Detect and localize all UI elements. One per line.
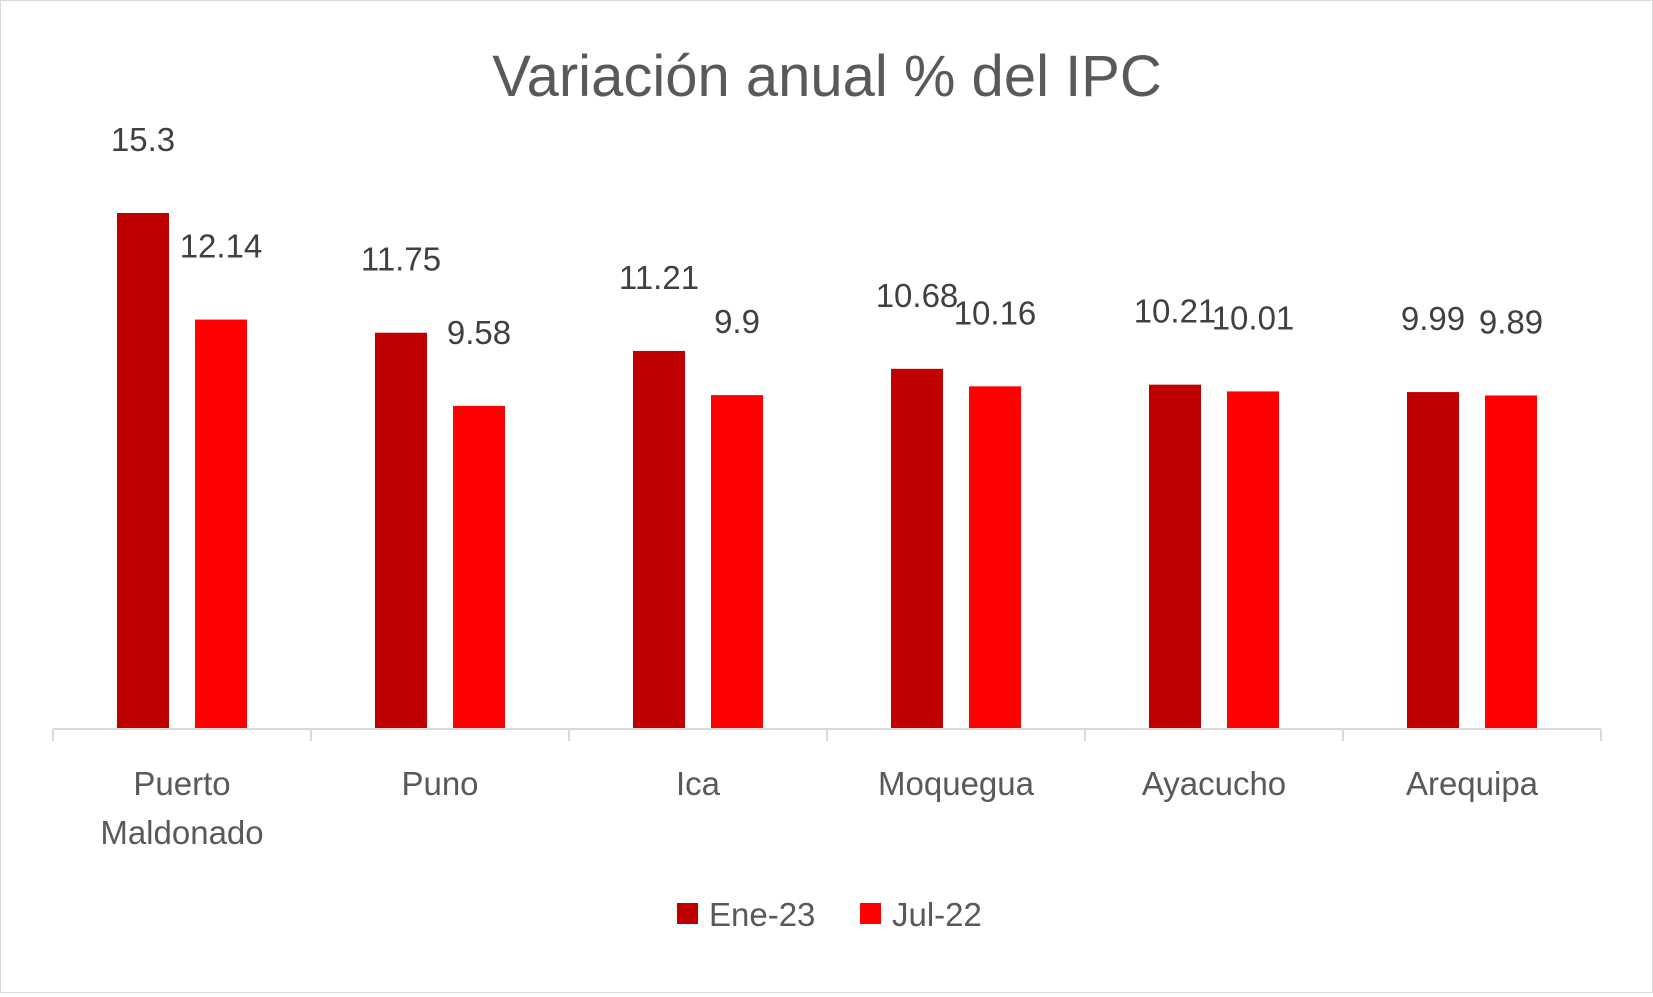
bar-ene-23-3: [891, 368, 943, 729]
data-label: 15.3: [111, 121, 175, 158]
data-label: 11.21: [619, 259, 699, 296]
bar-jul-22-4: [1227, 391, 1279, 729]
bar-jul-22-5: [1485, 395, 1537, 729]
bar-ene-23-0: [117, 213, 169, 729]
data-label: 9.9: [714, 303, 760, 340]
data-label: 10.01: [1212, 299, 1295, 336]
x-tick-label: Ayacucho: [1142, 765, 1286, 802]
bar-ene-23-1: [375, 332, 427, 729]
bar-ene-23-5: [1407, 392, 1459, 729]
chart-title: Variación anual % del IPC: [492, 44, 1162, 109]
x-tick-label: Moquegua: [878, 765, 1035, 802]
bar-ene-23-4: [1149, 384, 1201, 729]
data-label: 10.21: [1134, 293, 1217, 330]
x-tick-label: Arequipa: [1406, 765, 1539, 802]
bar-jul-22-1: [453, 405, 505, 729]
x-axis: Puerto Maldonado Puno Ica Moquegua Ayacucho Ar…: [52, 728, 1602, 851]
data-label: 10.68: [876, 277, 959, 314]
bar-jul-22-2: [711, 395, 763, 729]
data-label: 11.75: [361, 241, 441, 278]
x-tick-label: Puno: [401, 765, 478, 802]
data-label: 9.89: [1479, 303, 1543, 340]
x-tick-label: Puerto Maldonado: [100, 765, 263, 851]
bar-ene-23-2: [633, 350, 685, 729]
legend-swatch: [677, 903, 698, 924]
data-label: 12.14: [180, 228, 263, 265]
legend-label: Ene-23: [709, 896, 815, 933]
legend-swatch: [860, 903, 881, 924]
bars-group: [117, 213, 1537, 729]
bar-jul-22-0: [195, 319, 247, 729]
bar-jul-22-3: [969, 386, 1021, 729]
data-label: 10.16: [954, 294, 1037, 331]
data-label: 9.58: [447, 314, 511, 351]
data-label: 9.99: [1401, 300, 1465, 337]
x-tick-label: Ica: [676, 765, 721, 802]
legend: Ene-23 Jul-22: [677, 896, 982, 933]
legend-label: Jul-22: [892, 896, 982, 933]
